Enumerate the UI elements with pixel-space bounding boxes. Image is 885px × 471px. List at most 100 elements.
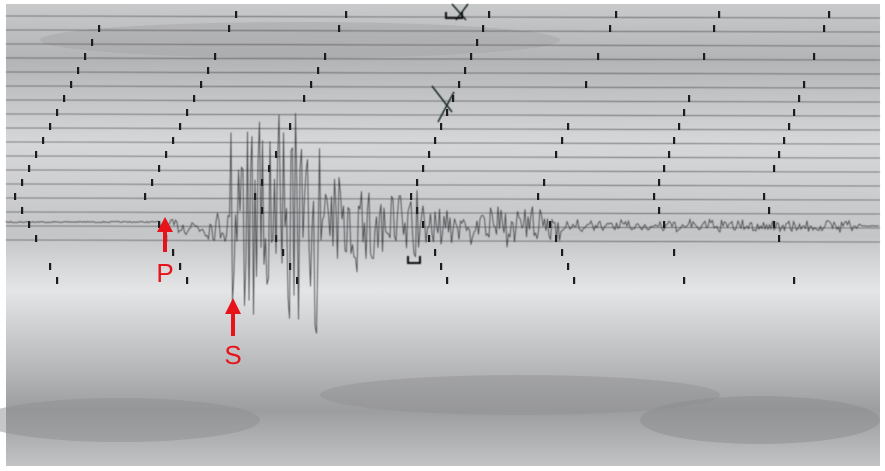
time-tick bbox=[338, 25, 340, 32]
time-tick bbox=[561, 249, 563, 256]
time-tick bbox=[763, 193, 765, 200]
time-tick bbox=[289, 123, 291, 130]
time-tick bbox=[713, 25, 715, 32]
time-tick bbox=[573, 277, 575, 284]
time-tick bbox=[470, 53, 472, 60]
time-tick bbox=[56, 277, 58, 284]
time-tick bbox=[537, 193, 539, 200]
time-tick bbox=[77, 67, 79, 74]
time-tick bbox=[653, 193, 655, 200]
time-tick bbox=[214, 53, 216, 60]
time-tick bbox=[317, 67, 319, 74]
time-tick bbox=[446, 277, 448, 284]
time-tick bbox=[235, 11, 237, 18]
time-tick bbox=[303, 95, 305, 102]
time-tick bbox=[42, 137, 44, 144]
time-tick bbox=[678, 123, 680, 130]
time-tick bbox=[798, 95, 800, 102]
time-tick bbox=[151, 179, 153, 186]
time-tick bbox=[84, 53, 86, 60]
time-tick bbox=[14, 193, 16, 200]
time-tick bbox=[567, 263, 569, 270]
time-tick bbox=[207, 67, 209, 74]
time-tick bbox=[416, 179, 418, 186]
time-tick bbox=[793, 277, 795, 284]
time-tick bbox=[683, 109, 685, 116]
time-tick bbox=[98, 25, 100, 32]
time-tick bbox=[718, 11, 720, 18]
seismogram-photo: P S bbox=[0, 0, 885, 471]
time-tick bbox=[585, 81, 587, 88]
time-tick bbox=[803, 81, 805, 88]
time-tick bbox=[228, 25, 230, 32]
time-tick bbox=[63, 95, 65, 102]
time-tick bbox=[768, 207, 770, 214]
time-tick bbox=[615, 11, 617, 18]
time-tick bbox=[186, 277, 188, 284]
time-tick bbox=[683, 277, 685, 284]
time-tick bbox=[35, 151, 37, 158]
p-label: P bbox=[156, 258, 173, 288]
time-tick bbox=[778, 151, 780, 158]
time-tick bbox=[310, 81, 312, 88]
time-tick bbox=[673, 249, 675, 256]
time-tick bbox=[324, 53, 326, 60]
time-tick bbox=[434, 249, 436, 256]
time-tick bbox=[193, 95, 195, 102]
time-tick bbox=[482, 25, 484, 32]
time-tick bbox=[172, 137, 174, 144]
time-tick bbox=[813, 53, 815, 60]
time-tick bbox=[144, 193, 146, 200]
time-tick bbox=[561, 137, 563, 144]
time-tick bbox=[488, 11, 490, 18]
time-tick bbox=[440, 123, 442, 130]
time-tick bbox=[21, 207, 23, 214]
time-tick bbox=[446, 109, 448, 116]
time-tick bbox=[200, 81, 202, 88]
time-tick bbox=[597, 53, 599, 60]
time-tick bbox=[793, 109, 795, 116]
time-tick bbox=[778, 235, 780, 242]
time-tick bbox=[49, 123, 51, 130]
time-tick bbox=[345, 11, 347, 18]
time-tick bbox=[434, 137, 436, 144]
time-tick bbox=[567, 123, 569, 130]
time-tick bbox=[663, 165, 665, 172]
time-tick bbox=[703, 53, 705, 60]
time-tick bbox=[658, 207, 660, 214]
time-tick bbox=[56, 109, 58, 116]
time-tick bbox=[410, 193, 412, 200]
smudge bbox=[640, 396, 880, 444]
time-tick bbox=[422, 221, 424, 228]
time-tick bbox=[70, 81, 72, 88]
time-tick bbox=[422, 165, 424, 172]
time-tick bbox=[440, 263, 442, 270]
time-tick bbox=[823, 25, 825, 32]
time-tick bbox=[275, 151, 277, 158]
time-tick bbox=[428, 151, 430, 158]
time-tick bbox=[788, 123, 790, 130]
time-tick bbox=[773, 165, 775, 172]
time-tick bbox=[458, 81, 460, 88]
time-tick bbox=[49, 263, 51, 270]
time-tick bbox=[21, 179, 23, 186]
time-tick bbox=[783, 137, 785, 144]
time-tick bbox=[165, 151, 167, 158]
time-tick bbox=[428, 235, 430, 242]
time-tick bbox=[179, 263, 181, 270]
time-tick bbox=[543, 179, 545, 186]
time-tick bbox=[179, 123, 181, 130]
time-tick bbox=[28, 165, 30, 172]
time-tick bbox=[158, 165, 160, 172]
time-tick bbox=[172, 249, 174, 256]
time-tick bbox=[464, 67, 466, 74]
time-tick bbox=[673, 137, 675, 144]
time-tick bbox=[186, 109, 188, 116]
time-tick bbox=[35, 235, 37, 242]
time-tick bbox=[476, 39, 478, 46]
time-tick bbox=[828, 11, 830, 18]
time-tick bbox=[91, 39, 93, 46]
time-tick bbox=[549, 221, 551, 228]
s-label: S bbox=[224, 340, 241, 370]
time-tick bbox=[609, 25, 611, 32]
